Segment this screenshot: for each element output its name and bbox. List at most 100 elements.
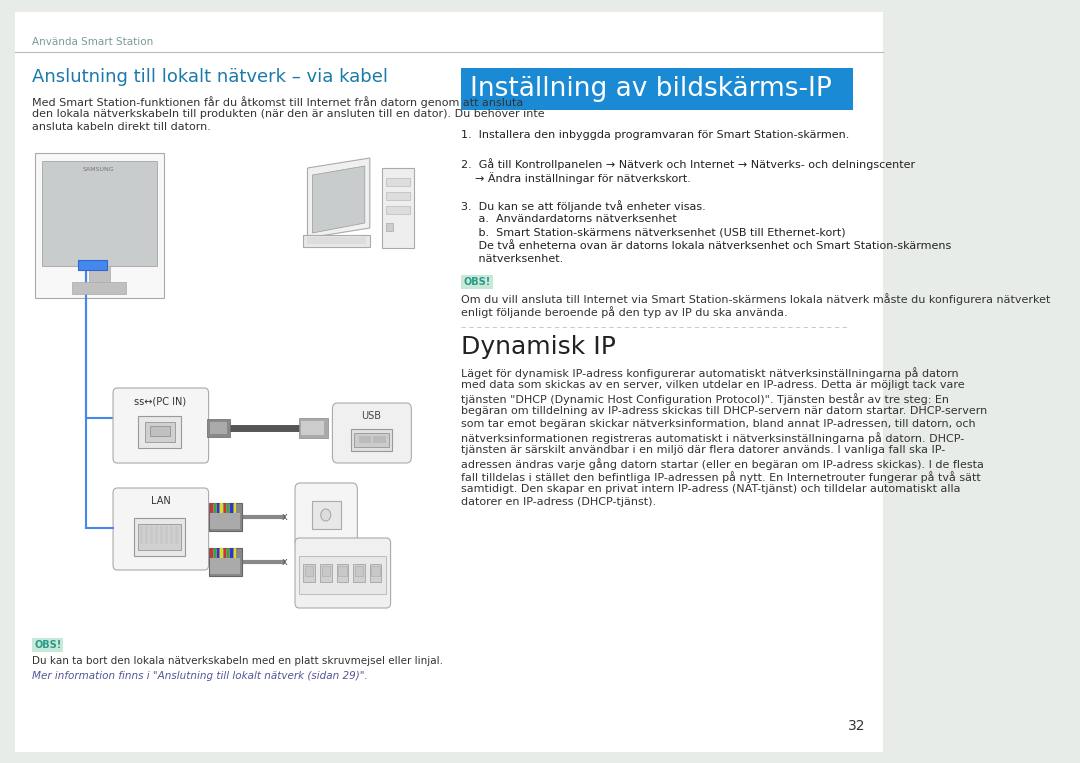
Text: begäran om tilldelning av IP-adress skickas till DHCP-servern när datorn startar: begäran om tilldelning av IP-adress skic… (461, 406, 987, 416)
Polygon shape (312, 166, 365, 233)
Bar (150, 426, 170, 436)
Bar (138, 416, 181, 448)
Bar (175, 526, 178, 544)
FancyBboxPatch shape (295, 538, 391, 608)
Text: tjänsten är särskilt användbar i en miljö där flera datorer används. I vanliga f: tjänsten är särskilt användbar i en milj… (461, 445, 945, 455)
Bar (230, 503, 232, 513)
Text: Dynamisk IP: Dynamisk IP (461, 335, 616, 359)
Text: samtidigt. Den skapar en privat intern IP-adress (NAT-tjänst) och tilldelar auto: samtidigt. Den skapar en privat intern I… (461, 484, 961, 494)
Bar (220, 548, 222, 558)
Bar (72, 282, 126, 294)
FancyBboxPatch shape (333, 403, 411, 463)
Text: OBS!: OBS! (463, 277, 491, 287)
Text: tjänsten "DHCP (Dynamic Host Configuration Protocol)". Tjänsten består av tre st: tjänsten "DHCP (Dynamic Host Configurati… (461, 393, 949, 405)
Text: De två enheterna ovan är datorns lokala nätverksenhet och Smart Station-skärmens: De två enheterna ovan är datorns lokala … (461, 241, 951, 251)
Bar (233, 548, 237, 558)
Bar (299, 556, 387, 594)
Text: a.  Användardatorns nätverksenhet: a. Användardatorns nätverksenhet (461, 214, 677, 224)
Bar (211, 513, 240, 529)
FancyBboxPatch shape (113, 488, 208, 570)
Text: nätverksinformationen registreras automatiskt i nätverksinställningarna på dator: nätverksinformationen registreras automa… (461, 432, 964, 444)
Text: 1.  Installera den inbyggda programvaran för Smart Station-skärmen.: 1. Installera den inbyggda programvaran … (461, 130, 850, 140)
Bar (337, 564, 348, 582)
Bar (31, 638, 63, 652)
Bar (214, 503, 216, 513)
Bar (207, 419, 230, 437)
Bar (299, 418, 328, 438)
Bar (359, 436, 372, 443)
Text: LAN: LAN (150, 496, 171, 506)
Bar (211, 548, 213, 558)
Text: fall tilldelas i stället den befintliga IP-adressen på nytt. En Internetrouter f: fall tilldelas i stället den befintliga … (461, 471, 981, 483)
Bar (78, 260, 107, 270)
Bar (211, 422, 227, 434)
Text: datorer en IP-adress (DHCP-tjänst).: datorer en IP-adress (DHCP-tjänst). (461, 497, 657, 507)
Text: b.  Smart Station-skärmens nätverksenhet (USB till Ethernet-kort): b. Smart Station-skärmens nätverksenhet … (461, 227, 846, 237)
Bar (312, 501, 340, 529)
Bar (387, 178, 409, 186)
Bar (305, 566, 313, 576)
Bar (338, 566, 347, 576)
Text: 3.  Du kan se att följande två enheter visas.: 3. Du kan se att följande två enheter vi… (461, 200, 706, 212)
Bar (461, 275, 492, 289)
Bar (160, 526, 163, 544)
Bar (150, 526, 153, 544)
Bar (373, 436, 386, 443)
Bar (220, 503, 222, 513)
Bar (387, 192, 409, 200)
Bar (301, 421, 324, 435)
Text: 32: 32 (849, 719, 866, 733)
Text: SAMSUNG: SAMSUNG (83, 167, 114, 172)
Text: Mer information finns i "Anslutning till lokalt nätverk (sidan 29)".: Mer information finns i "Anslutning till… (31, 671, 367, 681)
Text: Du kan ta bort den lokala nätverkskabeln med en platt skruvmejsel eller linjal.: Du kan ta bort den lokala nätverkskabeln… (31, 656, 443, 666)
Bar (308, 237, 366, 244)
Bar (145, 422, 175, 442)
Bar (320, 564, 332, 582)
Bar (208, 503, 242, 531)
Text: ss↔(PC IN): ss↔(PC IN) (134, 396, 187, 406)
Bar (303, 564, 315, 582)
Text: adressen ändras varje gång datorn startar (eller en begäran om IP-adress skickas: adressen ändras varje gång datorn starta… (461, 458, 984, 470)
Bar (354, 433, 389, 447)
Bar (227, 548, 229, 558)
Bar (139, 526, 143, 544)
Bar (211, 558, 240, 574)
Bar (355, 566, 363, 576)
Text: som tar emot begäran skickar nätverksinformation, bland annat IP-adressen, till : som tar emot begäran skickar nätverksinf… (461, 419, 976, 429)
Bar (154, 526, 158, 544)
Bar (224, 503, 226, 513)
Text: 2.  Gå till Kontrollpanelen → Nätverk och Internet → Nätverks- och delningscente: 2. Gå till Kontrollpanelen → Nätverk och… (461, 158, 916, 170)
Text: enligt följande beroende på den typ av IP du ska använda.: enligt följande beroende på den typ av I… (461, 306, 787, 318)
Text: OBS!: OBS! (35, 640, 62, 650)
Bar (138, 524, 181, 550)
Text: Om du vill ansluta till Internet via Smart Station-skärmens lokala nätverk måste: Om du vill ansluta till Internet via Sma… (461, 293, 1051, 305)
Bar (164, 526, 167, 544)
Text: ★: ★ (309, 425, 315, 431)
Text: nätverksenhet.: nätverksenhet. (461, 254, 564, 264)
Bar (372, 566, 380, 576)
Bar (387, 206, 409, 214)
Bar (351, 429, 392, 451)
Bar (145, 526, 148, 544)
Text: ansluta kabeln direkt till datorn.: ansluta kabeln direkt till datorn. (31, 122, 211, 132)
Bar (369, 564, 381, 582)
Circle shape (321, 509, 330, 521)
Text: → Ändra inställningar för nätverkskort.: → Ändra inställningar för nätverkskort. (461, 172, 691, 184)
Bar (89, 266, 110, 286)
Bar (134, 518, 186, 556)
Bar (217, 503, 219, 513)
Bar (233, 503, 237, 513)
Text: Med Smart Station-funktionen får du åtkomst till Internet från datorn genom att : Med Smart Station-funktionen får du åtko… (31, 96, 523, 108)
Bar (353, 564, 365, 582)
Text: x: x (282, 557, 288, 567)
Bar (382, 168, 414, 248)
Bar (230, 548, 232, 558)
Polygon shape (308, 158, 369, 238)
Text: x: x (282, 512, 288, 522)
Bar (322, 566, 329, 576)
Bar (224, 548, 226, 558)
Text: Använda Smart Station: Använda Smart Station (31, 37, 153, 47)
Bar (170, 526, 173, 544)
Text: USB: USB (362, 411, 381, 421)
Bar (303, 235, 369, 247)
